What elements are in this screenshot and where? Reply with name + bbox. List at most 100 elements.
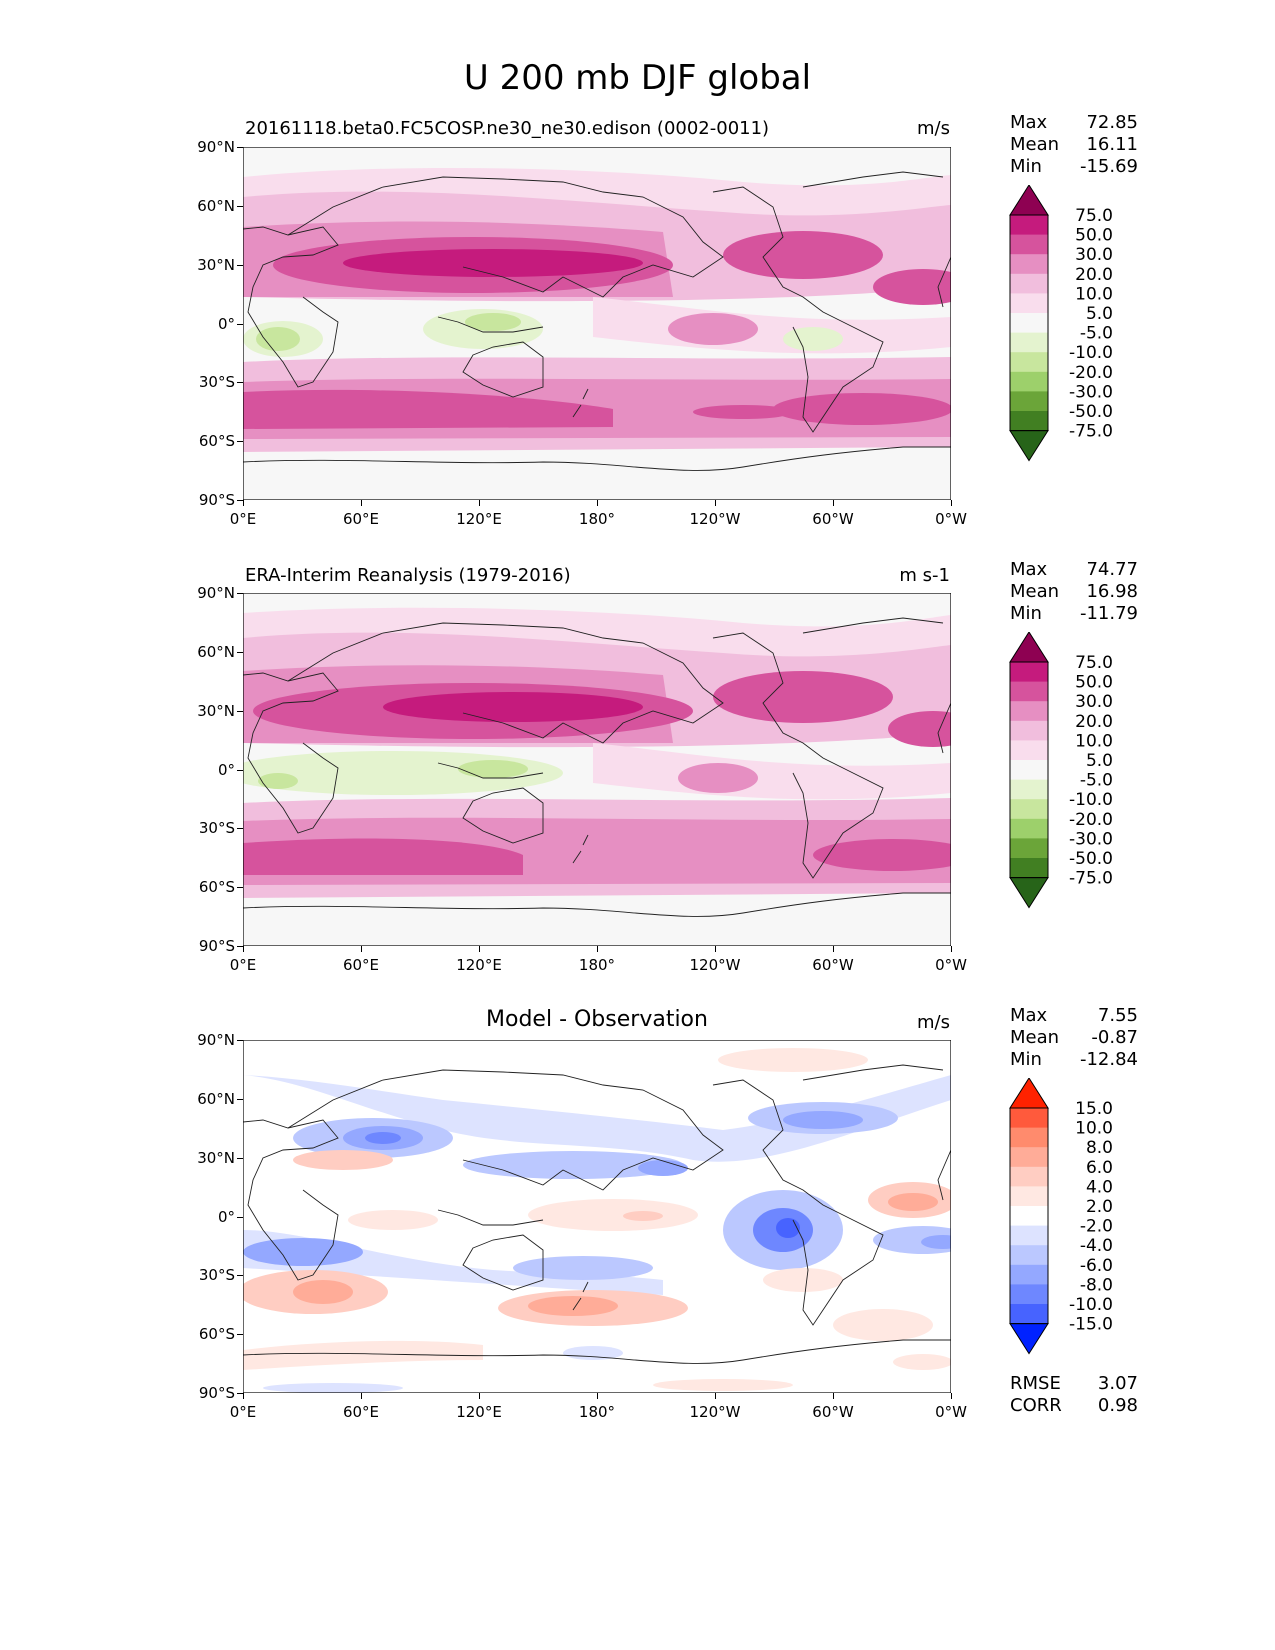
stat-value: -12.84 [1079,1049,1138,1070]
colorbar-level-label: -5.0 [1080,771,1113,791]
colorbar-segment [1010,1264,1048,1285]
colorbar-level-label: -10.0 [1069,1295,1113,1315]
lat-tick-mark [237,1393,243,1394]
lat-tick-label: 0° [217,760,235,779]
colorbar-segment [1010,293,1048,314]
lon-tick-mark [951,500,952,506]
lon-tick-label: 180° [578,1403,616,1421]
colorbar-segment [1010,1245,1048,1266]
colorbar-extend-top [1009,1078,1049,1109]
stats-diff-extra: RMSE 3.07 CORR 0.98 [1010,1373,1138,1417]
stat-value: -15.69 [1079,156,1138,177]
colorbar-level-label: 10.0 [1075,284,1113,304]
colorbar-level-label: 15.0 [1075,1099,1113,1119]
lon-tick-mark [243,946,244,952]
colorbar-segment [1010,1127,1048,1148]
colorbar-level-label: 5.0 [1086,304,1113,324]
colorbar-segment [1010,1186,1048,1207]
stat-label: Max [1010,559,1048,580]
colorbar-level-label: -50.0 [1069,402,1113,422]
lat-tick-mark [237,593,243,594]
lon-tick-mark [715,946,716,952]
lon-tick-mark [833,1393,834,1399]
colorbar-level-label: 50.0 [1075,226,1113,246]
colorbar-segment [1010,1108,1048,1129]
lat-tick-mark [237,382,243,384]
stat-value: 0.98 [1097,1395,1138,1416]
stat-value: 74.77 [1086,559,1138,580]
colorbar-level-label: 8.0 [1086,1138,1113,1158]
lat-tick-label: 30°N [197,701,235,720]
lon-tick-mark [243,500,244,506]
lat-tick-mark [237,1040,243,1041]
stats-obs: Max 74.77 Mean 16.98 Min -11.79 [1010,559,1138,625]
colorbar-level-label: -30.0 [1069,829,1113,849]
lat-tick-mark [237,946,243,947]
lon-tick-label: 120°W [689,1403,741,1421]
lon-tick-mark [479,946,480,952]
colorbar-extend-bottom [1009,877,1049,909]
map-obs [243,593,951,946]
colorbar-segment [1010,391,1048,412]
colorbar-level-label: -10.0 [1069,790,1113,810]
lat-tick-label: 90°N [197,1031,235,1049]
coastlines [243,171,951,471]
colorbar-frame [1009,661,1049,879]
lon-tick-label: 0°E [229,1403,257,1421]
stat-value: -0.87 [1091,1027,1138,1048]
colorbar-level-label: 6.0 [1086,1158,1113,1178]
colorbar-segment [1010,352,1048,373]
stats-model: Max 72.85 Mean 16.11 Min -15.69 [1010,112,1138,178]
colorbar-model: 75.050.030.020.010.05.0-5.0-10.0-20.0-30… [1009,185,1113,462]
map-diff [243,1040,951,1393]
stat-label: Mean [1010,134,1060,155]
colorbar-segment [1010,858,1048,879]
colorbar-level-label: 10.0 [1075,731,1113,751]
lon-tick-label: 120°E [456,510,502,528]
stat-label: Min [1010,1049,1042,1070]
colorbar-level-label: -30.0 [1069,382,1113,402]
colorbar-level-label: 75.0 [1075,206,1113,226]
stat-value: 16.98 [1086,581,1138,602]
lon-tick-label: 60°W [812,1403,854,1421]
lat-tick-mark [237,1098,243,1100]
lat-tick-label: 30°S [198,1266,235,1285]
colorbar-level-label: 20.0 [1075,712,1113,732]
colorbar-segment [1010,234,1048,255]
lat-tick-label: 90°N [197,584,235,602]
panel-title-obs: ERA-Interim Reanalysis (1979-2016) [245,565,571,586]
stat-label: Mean [1010,1027,1060,1048]
colorbar-segment [1010,779,1048,800]
colorbar-level-label: -6.0 [1080,1256,1113,1276]
colorbar-segment [1010,799,1048,820]
colorbar-segment [1010,254,1048,275]
lat-tick-label: 0° [217,314,235,333]
colorbar-segment [1010,313,1048,334]
colorbar-level-label: 50.0 [1075,673,1113,693]
colorbar-level-label: -2.0 [1080,1217,1113,1237]
colorbar-level-label: -5.0 [1080,324,1113,344]
colorbar-level-label: -75.0 [1069,869,1113,889]
colorbar-segment [1010,1304,1048,1325]
colorbar-segment [1010,740,1048,761]
lon-tick-label: 0°W [935,956,967,974]
stat-value: 16.11 [1086,134,1138,155]
colorbar-level-label: 20.0 [1075,265,1113,285]
lat-tick-mark [237,651,243,653]
colorbar-level-label: 30.0 [1075,245,1113,265]
lat-tick-label: 90°N [197,138,235,156]
colorbar-level-label: 75.0 [1075,653,1113,673]
lat-tick-label: 60°S [198,432,235,451]
panel-units-obs: m s-1 [899,565,950,586]
colorbar-segment [1010,1147,1048,1168]
colorbar-segment [1010,371,1048,392]
lat-tick-mark [237,441,243,443]
stats-diff: Max 7.55 Mean -0.87 Min -12.84 [1010,1005,1138,1071]
colorbar-segment [1010,720,1048,741]
colorbar-level-label: -8.0 [1080,1275,1113,1295]
stat-label: Max [1010,1005,1048,1026]
colorbar-segment [1010,215,1048,236]
lat-tick-label: 90°S [198,1384,235,1402]
lon-tick-label: 60°W [812,510,854,528]
lon-tick-mark [951,1393,952,1399]
